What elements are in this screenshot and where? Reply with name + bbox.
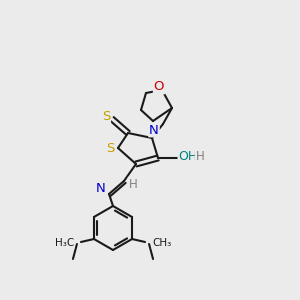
Text: H: H bbox=[196, 149, 204, 163]
Text: OH: OH bbox=[178, 149, 198, 163]
Text: S: S bbox=[106, 142, 114, 155]
Text: O: O bbox=[154, 80, 164, 94]
Text: H: H bbox=[129, 178, 137, 190]
Text: CH₃: CH₃ bbox=[152, 238, 171, 248]
Text: N: N bbox=[149, 124, 159, 136]
Text: N: N bbox=[96, 182, 106, 196]
Text: H₃C: H₃C bbox=[55, 238, 74, 248]
Text: S: S bbox=[102, 110, 110, 124]
